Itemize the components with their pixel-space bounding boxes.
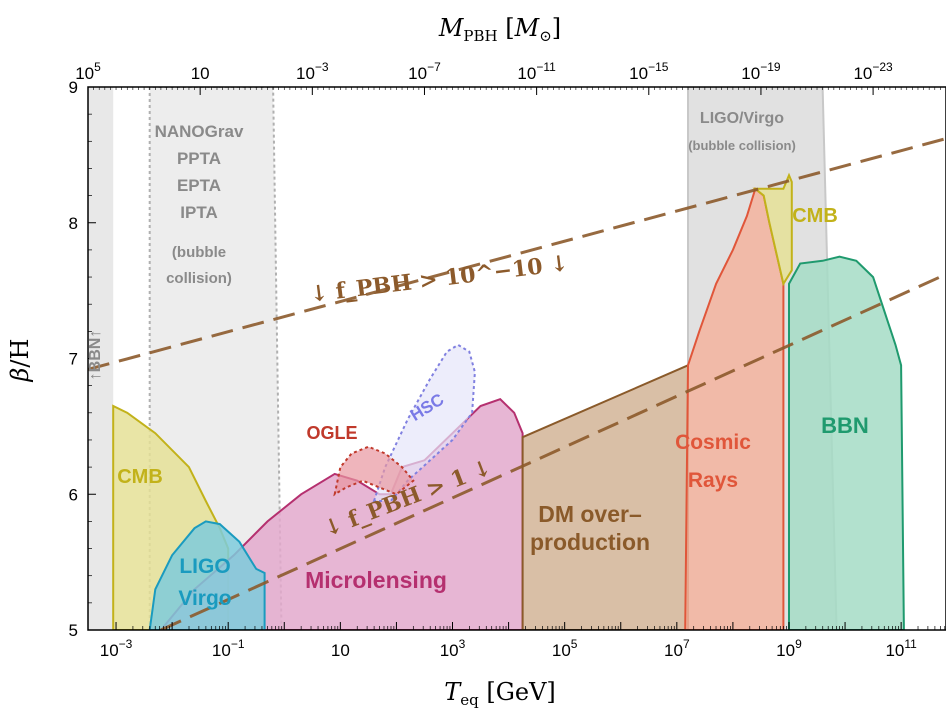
label-nanograv-bubble: collision) xyxy=(166,270,232,287)
region-hsc xyxy=(372,343,476,502)
label-dm-overproduction: DM over– xyxy=(538,501,642,527)
label-ligo-virgo: LIGO xyxy=(179,555,230,578)
region-cosmic-rays xyxy=(684,187,785,630)
label-nanograv-bubble: (bubble xyxy=(172,244,226,261)
label-ogle: OGLE xyxy=(306,423,357,443)
label-cmb-right: CMB xyxy=(792,205,838,227)
label-fpbh-high: ↓ f_PBH > 10^−10 ↓ xyxy=(308,250,570,308)
x-tick-label: 105 xyxy=(552,637,578,660)
label-nanograv-group: NANOGrav xyxy=(155,122,244,141)
constraint-regions xyxy=(88,87,905,630)
label-nanograv-group: PPTA xyxy=(177,149,221,168)
top-tick-label: 10−3 xyxy=(296,60,329,83)
x-tick-label: 103 xyxy=(440,637,466,660)
y-tick-label: 7 xyxy=(69,350,78,369)
x-tick-label: 107 xyxy=(664,637,690,660)
y-tick-label: 8 xyxy=(69,214,78,233)
label-ligo-virgo-bubble-note: (bubble collision) xyxy=(688,138,796,153)
top-tick-label: 10−23 xyxy=(853,60,893,83)
y-tick-label: 5 xyxy=(69,621,78,640)
label-ligo-virgo-bubble: LIGO/Virgo xyxy=(700,110,784,127)
x-tick-label: 10−1 xyxy=(212,637,245,660)
fpbh-lines xyxy=(88,137,946,630)
line-f-pbh-1 xyxy=(160,272,946,630)
line-f-pbh-10-10 xyxy=(88,137,946,371)
top-axis-title: MPBH [M⊙] xyxy=(438,14,561,45)
y-tick-label: 6 xyxy=(69,485,78,504)
region-ogle xyxy=(333,445,415,497)
y-tick-label: 9 xyxy=(69,78,78,97)
label-bbn-right: BBN xyxy=(821,413,869,438)
region-ligo-virgo xyxy=(148,520,266,630)
x-tick-label: 1011 xyxy=(885,637,917,660)
top-tick-label: 105 xyxy=(75,60,101,83)
region-cmb-right xyxy=(752,172,793,287)
region-bbn xyxy=(788,255,905,630)
label-cosmic-rays: Rays xyxy=(688,469,738,492)
label-nanograv-group: EPTA xyxy=(177,176,221,195)
top-tick-label: 10−7 xyxy=(408,60,441,83)
top-tick-label: 10−15 xyxy=(629,60,669,83)
y-axis-title: β/H xyxy=(6,339,34,383)
region-dm-over-production xyxy=(521,363,689,630)
label-cosmic-rays: Cosmic xyxy=(675,431,751,454)
label-ligo-virgo: Virgo xyxy=(178,587,231,610)
top-tick-label: 10−11 xyxy=(517,60,556,83)
label-cmb-left: CMB xyxy=(117,466,163,488)
top-tick-label: 10−19 xyxy=(741,60,781,83)
label-microlensing: Microlensing xyxy=(305,567,447,593)
top-tick-label: 10 xyxy=(191,64,210,83)
x-tick-label: 109 xyxy=(776,637,802,660)
x-tick-label: 10 xyxy=(331,641,350,660)
x-tick-label: 10−3 xyxy=(100,637,133,660)
label-bbn-left: ↑BBN↑ xyxy=(87,330,104,381)
x-axis-title: Teq [GeV] xyxy=(444,678,556,709)
label-dm-overproduction: production xyxy=(530,529,650,555)
label-nanograv-group: IPTA xyxy=(180,203,217,222)
